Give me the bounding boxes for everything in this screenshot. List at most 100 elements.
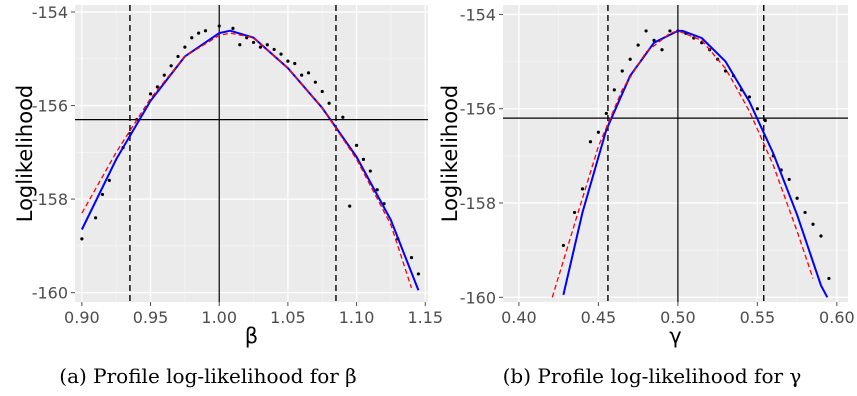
b-y-tick-label: -154 <box>460 5 496 24</box>
a-data-point <box>176 54 180 59</box>
b-data-point <box>604 111 608 116</box>
a-y-tick-label: -154 <box>32 3 68 22</box>
b-data-point <box>747 95 752 99</box>
b-data-point <box>572 210 577 215</box>
a-data-point <box>197 31 201 35</box>
b-data-point <box>580 187 585 191</box>
b-data-point <box>561 243 566 248</box>
series-a <box>80 24 420 291</box>
a-data-point <box>272 47 276 52</box>
a-data-point <box>162 73 166 77</box>
a-fit-line-solid <box>81 29 420 291</box>
a-y-tick-label: -158 <box>32 190 68 209</box>
b-data-point <box>636 43 640 47</box>
a-data-point <box>354 143 359 147</box>
a-y-tick-label: -160 <box>32 284 68 303</box>
a-x-tick-label: 1.05 <box>270 308 306 327</box>
caption-a: (a) Profile log-likelihood for β <box>59 364 356 388</box>
b-data-point <box>763 118 767 123</box>
a-data-point <box>155 85 160 89</box>
a-data-point <box>94 216 98 220</box>
a-data-point <box>265 43 269 47</box>
b-data-point <box>787 177 791 182</box>
b-data-point <box>795 196 799 200</box>
a-data-point <box>300 73 304 77</box>
b-data-point <box>596 130 600 134</box>
b-data-point <box>660 48 664 52</box>
a-data-point <box>368 169 372 173</box>
b-data-point <box>628 57 632 61</box>
x-axis-title-b: γ <box>669 324 681 348</box>
b-data-point <box>827 276 831 281</box>
panel-a: 0.90 0.95 1.00 1.05 1.10 1.15 -160 -158 -156 -154… <box>13 3 443 388</box>
a-data-point <box>148 92 153 96</box>
series-b <box>551 29 831 298</box>
b-data-point <box>644 29 648 33</box>
a-x-tick-label: 1.10 <box>339 308 375 327</box>
a-x-tick-label: 1.15 <box>407 308 443 327</box>
a-data-point <box>348 204 352 208</box>
tick-labels-a: 0.90 0.95 1.00 1.05 1.10 1.15 -160 -158 -156 -154 <box>32 3 443 327</box>
a-data-point <box>375 188 379 192</box>
a-data-point <box>238 43 242 47</box>
reference-lines-b <box>503 5 848 302</box>
a-data-point <box>231 26 235 30</box>
a-data-point <box>313 80 317 84</box>
plot-area-b <box>503 5 848 302</box>
a-data-point <box>320 89 324 94</box>
a-data-point <box>169 64 173 68</box>
a-x-tick-label: 1.00 <box>201 308 237 327</box>
a-data-point <box>327 101 331 105</box>
b-x-tick-label: 0.40 <box>501 308 537 327</box>
a-y-tick-label: -156 <box>32 97 68 116</box>
b-data-point <box>668 29 672 33</box>
a-x-tick-label: 0.90 <box>64 308 100 327</box>
a-data-point <box>409 255 414 260</box>
grid-b <box>503 5 848 302</box>
a-data-point <box>217 24 221 28</box>
b-x-tick-label: 0.50 <box>660 308 696 327</box>
caption-b: (b) Profile log-likelihood for γ <box>503 364 802 388</box>
b-data-point <box>803 210 807 215</box>
b-fit-line-solid <box>562 29 829 298</box>
b-x-tick-label: 0.55 <box>740 308 776 327</box>
b-data-point <box>620 69 624 73</box>
b-fit-line-dashed <box>551 30 814 298</box>
y-axis-title-b: Loglikelihood <box>438 85 462 223</box>
b-data-point <box>588 140 593 144</box>
panel-b: 0.40 0.45 0.50 0.55 0.60 -160 -158 -156 -154 γ L… <box>438 5 855 388</box>
b-data-point <box>612 88 616 92</box>
a-x-tick-label: 0.95 <box>133 308 169 327</box>
b-data-point <box>819 234 823 238</box>
a-data-point <box>100 192 105 197</box>
a-data-point <box>107 178 111 182</box>
a-data-point <box>416 272 420 276</box>
y-axis-title-a: Loglikelihood <box>13 85 37 223</box>
a-data-point <box>251 40 256 45</box>
tick-labels-b: 0.40 0.45 0.50 0.55 0.60 -160 -158 -156 -154 <box>460 5 855 327</box>
a-data-point <box>80 237 84 241</box>
b-x-tick-label: 0.45 <box>581 308 617 327</box>
a-data-point <box>183 45 187 49</box>
reference-lines-a <box>75 5 428 302</box>
b-data-point <box>755 107 759 111</box>
b-y-tick-label: -158 <box>460 194 496 213</box>
b-y-tick-label: -160 <box>460 288 496 307</box>
a-data-point <box>258 45 263 49</box>
b-y-tick-label: -156 <box>460 100 496 119</box>
b-x-tick-label: 0.60 <box>819 308 855 327</box>
a-data-point <box>190 36 194 40</box>
a-data-point <box>361 157 366 161</box>
a-data-point <box>279 52 283 56</box>
b-data-point <box>652 38 656 42</box>
plot-area-a <box>75 5 428 302</box>
a-data-point <box>286 59 290 63</box>
a-data-point <box>203 29 208 33</box>
b-data-point <box>811 222 815 226</box>
b-data-point <box>723 69 728 73</box>
x-axis-title-a: β <box>245 324 258 348</box>
a-data-point <box>306 71 311 75</box>
a-fit-line-dashed <box>81 32 413 289</box>
a-data-point <box>341 115 345 119</box>
